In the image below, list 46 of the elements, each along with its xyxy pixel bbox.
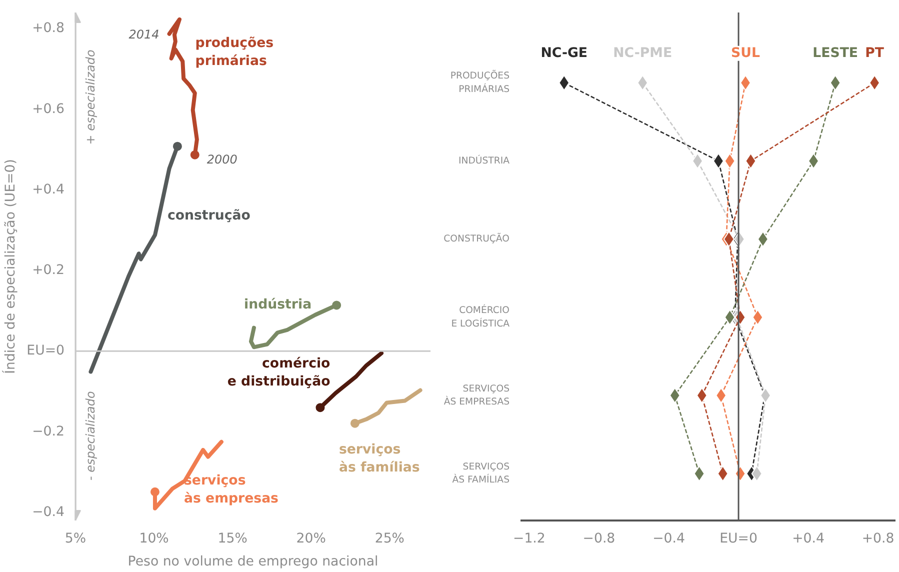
point [350,418,360,428]
y-tick-label: +0.6 [32,102,65,117]
point [190,150,200,160]
y-tick-label: PRODUÇÕES PRIMÁRIAS [450,70,510,95]
series-label: LESTE [812,46,858,61]
series-label: comércio e distribuição [227,356,330,390]
x-tick-label: −1.2 [513,532,546,546]
x-tick-label: 5% [64,532,86,546]
y-axis-title: Índice de especialização (UE=0) [2,159,19,374]
y-tick-label: +0.2 [32,263,65,278]
x-axis-title: Peso no volume de emprego nacional [128,554,378,570]
annotation: + especializado [84,50,98,145]
x-tick-label: 15% [218,532,248,546]
y-tick-label: EU=0 [26,344,65,359]
series-label: produções primárias [195,36,274,69]
annotation: - especializado [84,391,98,481]
y-tick-label: +0.4 [32,182,65,198]
series-label: SUL [731,46,760,61]
x-tick-label: EU=0 [720,532,758,546]
x-tick-label: 25% [374,532,404,546]
y-tick-label: COMÉRCIO E LOGÍSTICA [451,304,510,330]
x-tick-label: −0.4 [652,532,685,546]
y-tick-label: −0.2 [32,424,65,440]
x-tick-label: 20% [296,532,326,546]
y-tick-label: INDÚSTRIA [458,154,510,166]
series-label: indústria [244,298,312,313]
x-tick-label: −0.8 [582,532,616,546]
y-tick-label: −0.4 [32,504,65,520]
series-label: construção [167,208,250,224]
series-label: serviços às empresas [184,473,279,506]
y-tick-label: CONSTRUÇÃO [444,232,510,245]
x-tick-label: +0.4 [792,532,824,546]
y-tick-label: SERVIÇOS ÀS EMPRESAS [444,383,510,408]
annotation: 2000 [206,152,238,166]
y-tick-label: +0.8 [32,21,65,36]
annotation: 2014 [128,27,160,42]
point [172,142,182,151]
series-label: NC-GE [540,46,588,61]
y-tick-label: SERVIÇOS ÀS FAMÍLIAS [452,462,510,486]
x-tick-label: 10% [139,532,169,546]
series-label: serviços às famílias [338,442,420,476]
series-label: PT [865,46,885,61]
x-tick-label: +0.8 [862,532,894,546]
point [332,300,342,310]
point [150,487,160,496]
point [316,403,325,412]
